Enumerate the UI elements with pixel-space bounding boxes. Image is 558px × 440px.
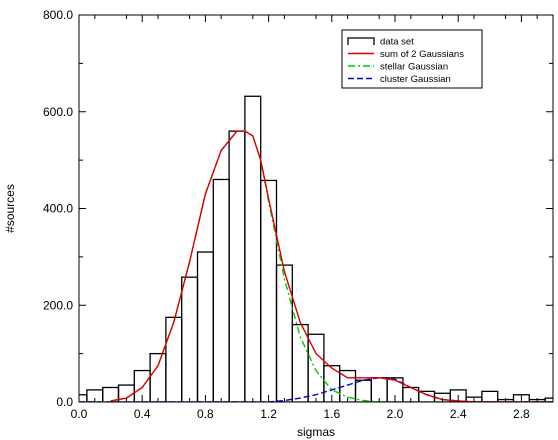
x-axis-title: sigmas	[297, 425, 335, 439]
y-tick-label: 0.0	[56, 395, 73, 409]
histogram-bar	[449, 389, 467, 402]
series-line	[110, 130, 553, 402]
series-line	[110, 130, 553, 402]
y-tick-label: 400.0	[43, 202, 73, 216]
histogram-bar	[228, 130, 246, 402]
histogram-bar	[212, 178, 230, 402]
histogram-bar	[165, 316, 183, 402]
x-tick-label: 2.8	[513, 407, 530, 421]
legend-label: data set	[380, 37, 414, 48]
x-tick-label: 1.6	[323, 407, 340, 421]
histogram-bar	[307, 333, 325, 402]
histogram-bar	[149, 352, 167, 402]
x-tick-label: 2.4	[450, 407, 467, 421]
y-tick-label: 600.0	[43, 105, 73, 119]
x-tick-label: 0.4	[134, 407, 151, 421]
legend-label: cluster Gaussian	[380, 74, 451, 85]
legend-symbol	[347, 37, 375, 45]
x-tick-label: 2.0	[387, 407, 404, 421]
x-tick-label: 0.8	[197, 407, 214, 421]
x-tick-label: 1.2	[260, 407, 277, 421]
histogram-bar	[481, 390, 499, 402]
axes: 0.0 200.0 400.0 600.0 800.0 0.0 0.4 0.8 1.2 1.6 2.…	[43, 8, 554, 421]
histogram-bar	[275, 264, 293, 402]
histogram-bar	[291, 323, 309, 402]
legend-box	[341, 29, 483, 89]
histogram-bar	[196, 251, 214, 402]
curves	[79, 130, 553, 402]
x-tick-label: 0.0	[71, 407, 88, 421]
y-axis-title: #sources	[3, 184, 17, 233]
histogram-bars	[79, 95, 553, 402]
legend-label: stellar Gaussian	[380, 62, 448, 73]
histogram-bar	[181, 276, 199, 402]
y-tick-label: 200.0	[43, 298, 73, 312]
histogram-bar	[260, 179, 278, 402]
plot-area	[79, 95, 553, 402]
legend-label: sum of 2 Gaussians	[380, 49, 464, 60]
histogram-bar	[244, 95, 262, 402]
y-tick-label: 800.0	[43, 8, 73, 22]
